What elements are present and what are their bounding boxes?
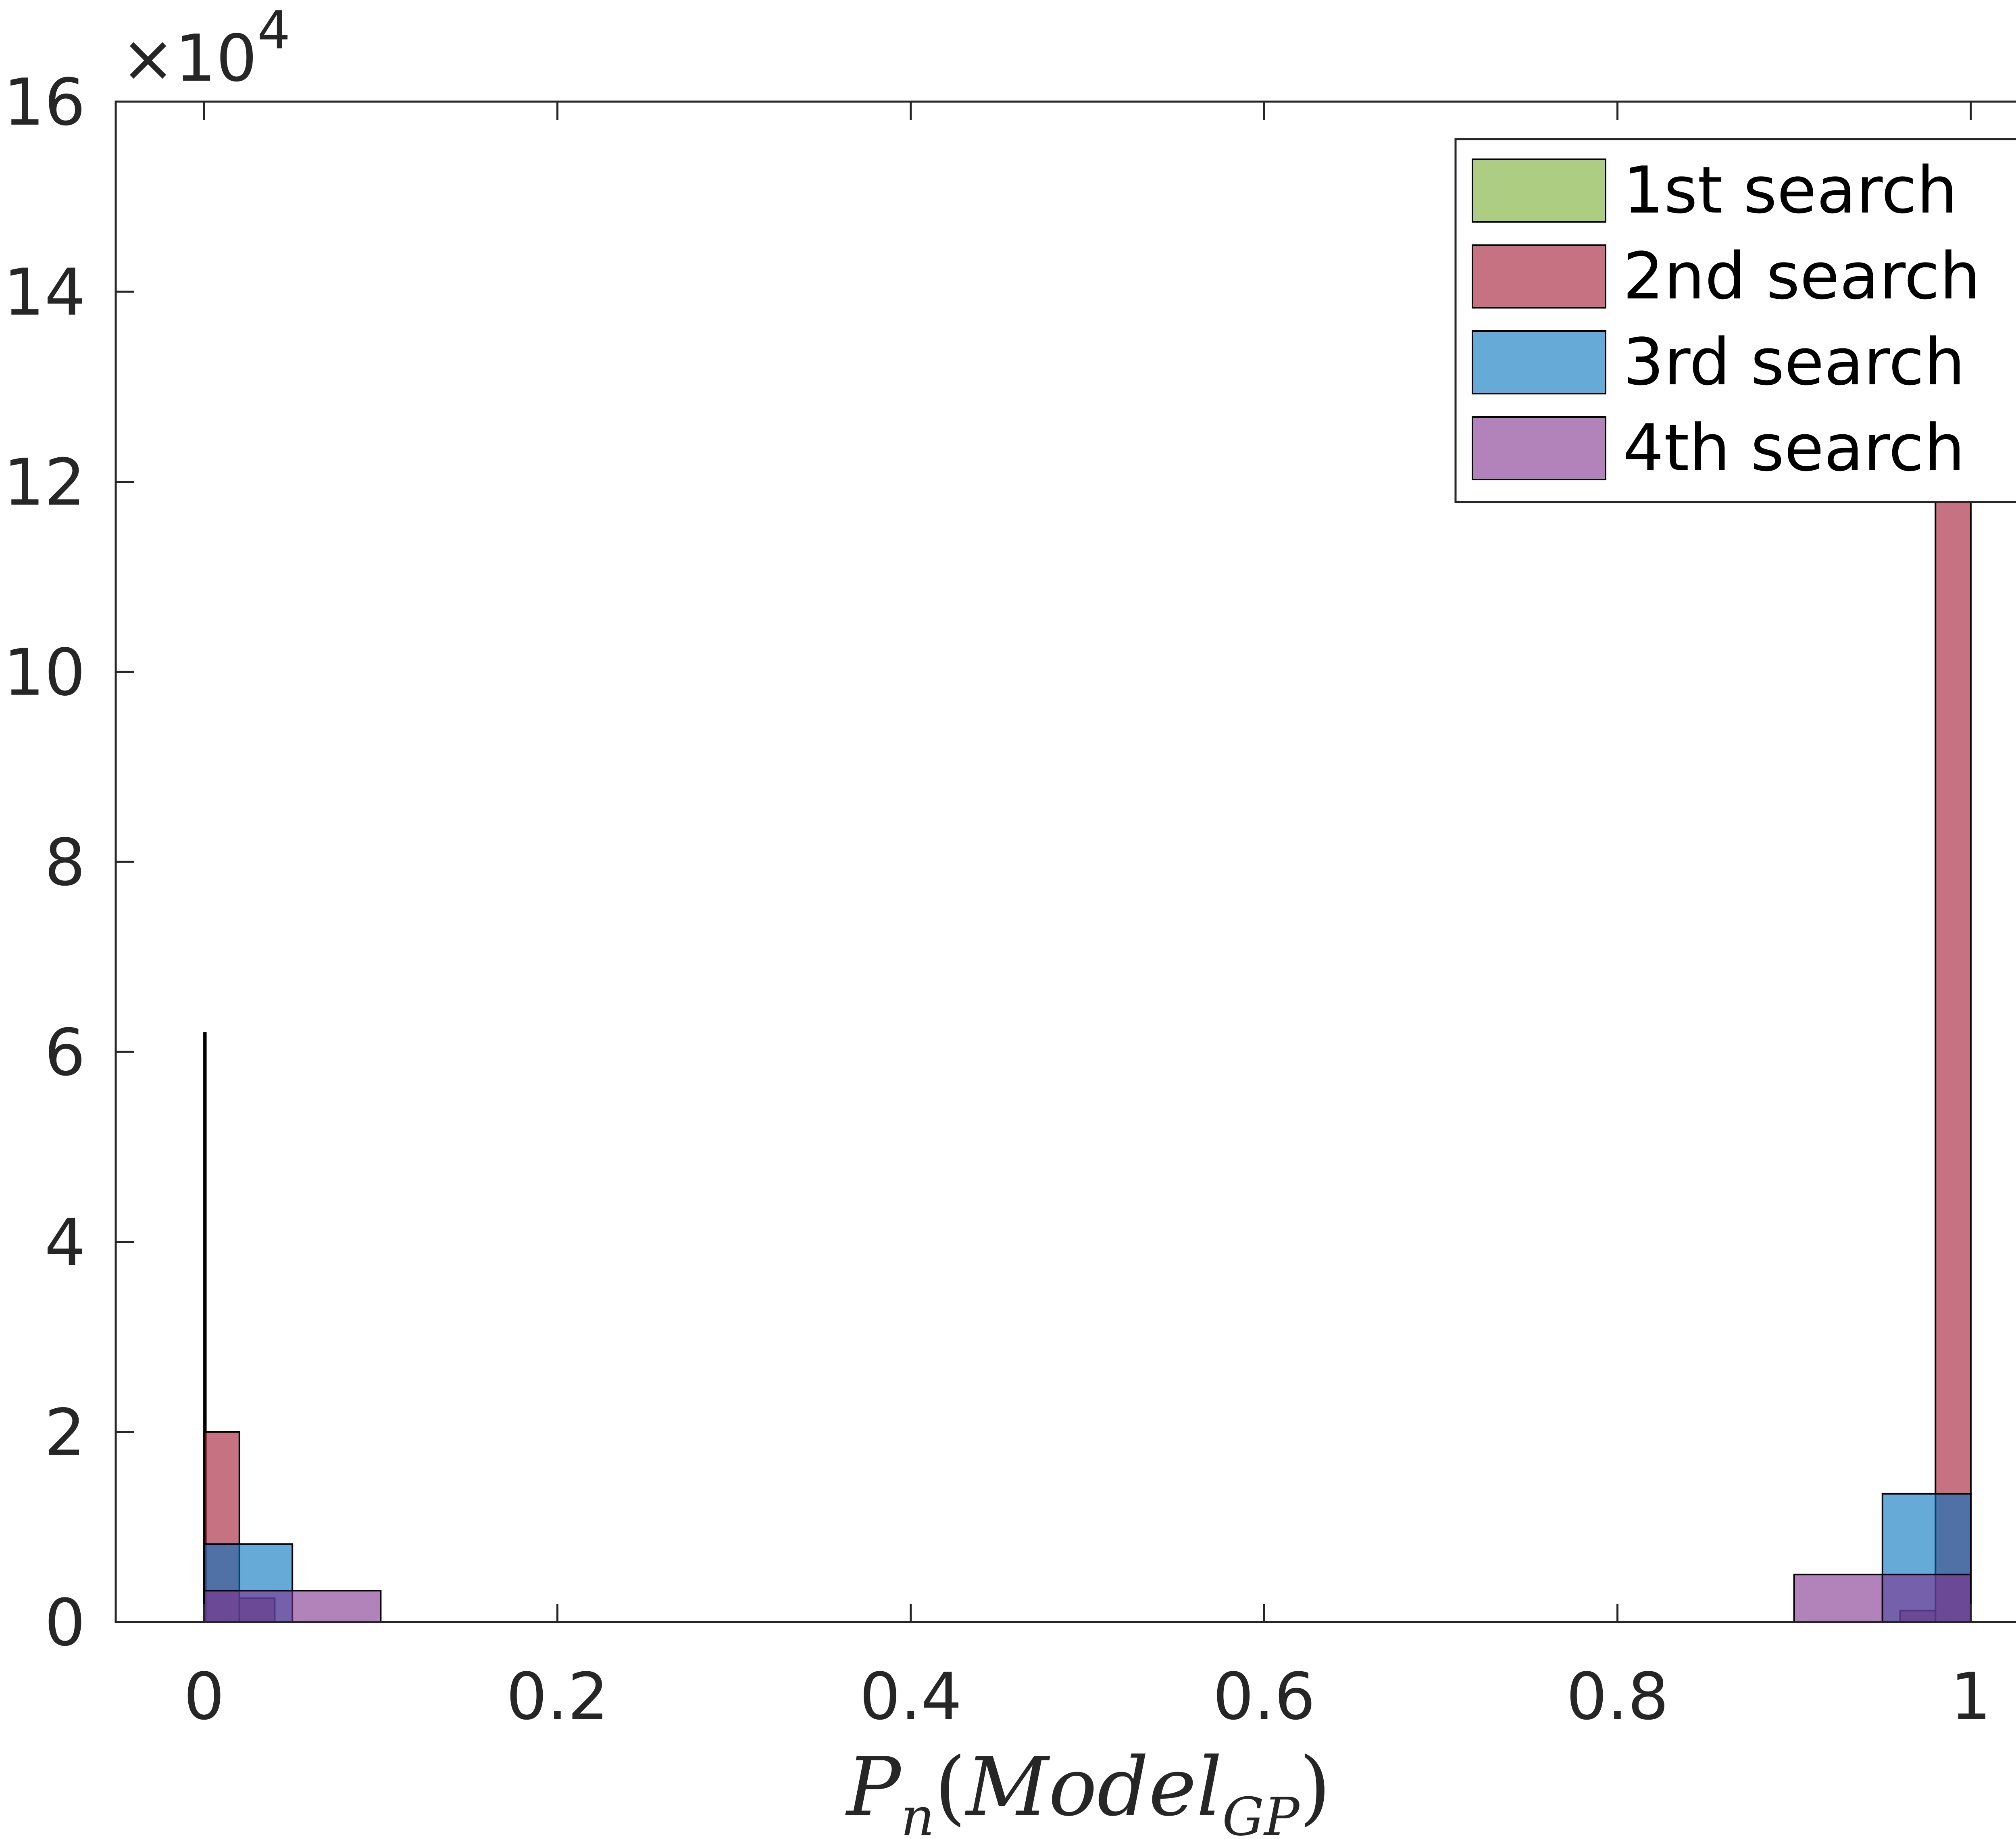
legend-swatch-1	[1472, 158, 1606, 223]
y-tick-label-0: 0	[44, 1585, 85, 1660]
legend-swatch-3	[1472, 330, 1606, 394]
legend-label-3: 3rd search	[1623, 324, 1965, 400]
y-exponent-label: ×104	[121, 0, 290, 96]
bar-series-2-bin-4	[1935, 490, 1972, 1623]
legend-label-2: 2nd search	[1623, 238, 1981, 314]
x-tick-label-3: 0.6	[1213, 1659, 1315, 1734]
x-tick-label-1: 0.2	[506, 1659, 608, 1734]
x-axis-label: Pn(ModelGP)	[845, 1740, 1331, 1839]
x-axis-label-model: Model	[964, 1740, 1223, 1834]
x-axis-label-paren-close: )	[1300, 1740, 1331, 1834]
x-axis-label-paren-open: (	[935, 1740, 966, 1834]
legend-label-1: 1st search	[1623, 152, 1958, 228]
bar-series-4-bin-1	[203, 1590, 382, 1623]
y-exponent-power: 4	[257, 0, 291, 61]
y-tick-labels: 0 2 4 6 8 10 12 14 16	[3, 65, 85, 1660]
x-axis-label-sub-gp: GP	[1222, 1786, 1300, 1839]
y-exponent-base: ×10	[121, 21, 257, 96]
y-tick-label-8: 16	[3, 65, 85, 140]
y-tick-label-6: 12	[3, 445, 85, 520]
legend: 1st search 2nd search 3rd search 4th search	[1454, 138, 2016, 503]
plot-area-frame	[115, 100, 2016, 1623]
bar-series-4-bin-3	[1881, 1574, 1972, 1623]
y-tick-label-1: 2	[44, 1395, 85, 1470]
legend-items: 1st search 2nd search 3rd search 4th search	[1472, 152, 1981, 486]
y-tick-label-2: 4	[44, 1205, 85, 1280]
x-axis-label-sub-n: n	[901, 1786, 935, 1839]
y-tick-label-4: 8	[44, 825, 85, 900]
legend-swatch-2	[1472, 244, 1606, 309]
legend-swatch-4	[1472, 416, 1606, 480]
x-tick-label-5: 1	[1950, 1659, 1991, 1734]
legend-label-4: 4th search	[1623, 410, 1965, 486]
y-tick-label-7: 14	[3, 254, 85, 330]
x-tick-label-2: 0.4	[860, 1659, 962, 1734]
x-tick-label-0: 0	[183, 1659, 225, 1734]
x-axis-label-p: P	[845, 1740, 902, 1834]
y-tick-label-3: 6	[44, 1015, 85, 1090]
x-tick-label-4: 0.8	[1566, 1659, 1668, 1734]
y-tick-label-5: 10	[3, 635, 85, 710]
x-tick-labels: 0 0.2 0.4 0.6 0.8 1	[183, 1659, 1991, 1734]
bar-series-4-bin-2	[1793, 1574, 1883, 1623]
